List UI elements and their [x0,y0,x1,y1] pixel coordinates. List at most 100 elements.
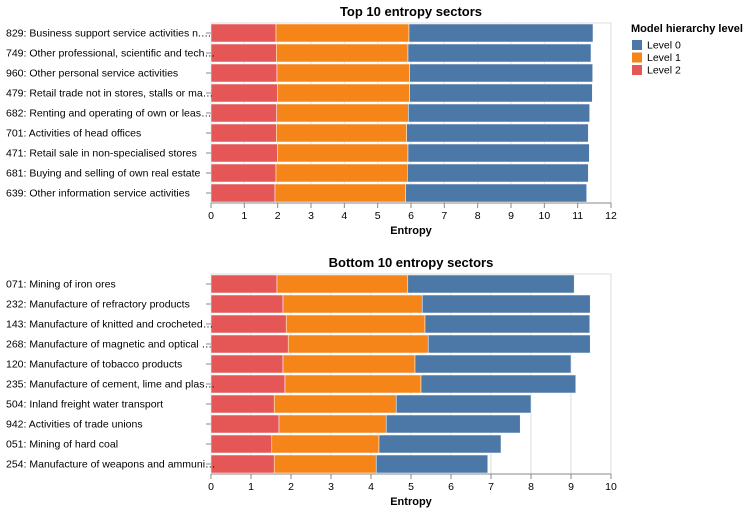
x-tick-label: 12 [605,210,617,222]
bar-segment-level-0 [405,183,587,203]
bar-segment-level-2 [210,394,275,414]
x-tick-label: 8 [475,210,481,222]
bar-segment-level-1 [274,183,406,203]
bar-segment-level-2 [210,434,273,454]
bar-segment-level-1 [275,23,410,43]
legend-label: Level 2 [647,65,681,77]
bar-segment-level-0 [408,23,594,43]
bar-segment-level-1 [275,163,408,183]
bar-segment-level-2 [210,43,277,63]
x-tick-label: 3 [308,210,314,222]
x-tick-label: 7 [488,481,494,493]
bar-segment-level-1 [277,143,409,163]
x-tick-label: 6 [408,210,414,222]
bar-segment-level-1 [284,374,422,394]
x-axis-title: Entropy [390,225,432,237]
y-tick-label: 471: Retail sale in non-specialised stor… [6,148,197,160]
x-tick-label: 0 [208,210,214,222]
x-axis-title: Entropy [390,496,432,508]
bar-segment-level-0 [406,123,589,143]
x-tick-label: 11 [572,210,583,222]
x-tick-label: 10 [605,481,617,493]
bar-segment-level-2 [210,183,276,203]
y-tick-label: 960: Other personal service activities [6,68,178,80]
bar-segment-level-1 [273,454,377,474]
bar-segment-level-0 [407,143,590,163]
bar-segment-level-2 [210,454,275,474]
bar-segment-level-1 [276,123,407,143]
x-tick-label: 9 [568,481,574,493]
y-tick-label: 701: Activities of head offices [6,128,141,140]
x-tick-label: 10 [538,210,550,222]
x-tick-label: 1 [248,481,254,493]
y-tick-label: 829: Business support service activities… [6,28,211,40]
bar-segment-level-2 [210,294,284,314]
bar-segment-level-2 [210,123,277,143]
x-tick-label: 2 [288,481,294,493]
y-tick-label: 749: Other professional, scientific and … [6,48,215,60]
x-tick-label: 2 [275,210,281,222]
bar-segment-level-2 [210,274,278,294]
legend-label: Level 1 [647,52,681,64]
bar-segment-level-1 [276,43,409,63]
x-tick-label: 0 [208,481,214,493]
bar-segment-level-0 [421,294,591,314]
x-tick-label: 5 [408,481,414,493]
bar-segment-level-2 [210,334,289,354]
y-tick-label: 051: Mining of hard coal [6,439,118,451]
bar-segment-level-2 [210,103,277,123]
bar-segment-level-1 [276,103,409,123]
y-tick-label: 143: Manufacture of knitted and crochete… [6,319,213,331]
bar-segment-level-1 [282,354,416,374]
bar-segment-level-0 [407,274,575,294]
y-tick-label: 254: Manufacture of weapons and ammuni… [6,459,216,471]
bar-segment-level-1 [271,434,380,454]
x-tick-label: 4 [341,210,347,222]
bar-segment-level-2 [210,63,278,83]
y-tick-label: 479: Retail trade not in stores, stalls … [6,88,213,100]
bar-segment-level-2 [210,374,286,394]
bar-segment-level-2 [210,83,278,103]
y-tick-label: 682: Renting and operating of own or lea… [6,108,211,120]
legend-label: Level 0 [647,40,681,52]
y-tick-label: 268: Manufacture of magnetic and optical… [6,339,212,351]
legend-swatch [632,52,642,63]
bar-segment-level-1 [277,83,410,103]
bar-segment-level-0 [424,314,591,334]
y-tick-label: 942: Activities of trade unions [6,419,143,431]
y-tick-label: 235: Manufacture of cement, lime and pla… [6,379,215,391]
legend-swatch [632,40,642,50]
bar-segment-level-0 [427,334,591,354]
bar-segment-level-2 [210,163,277,183]
y-tick-label: 681: Buying and selling of own real esta… [6,168,201,180]
y-tick-label: 639: Other information service activitie… [6,188,190,200]
x-tick-label: 8 [528,481,534,493]
bar-segment-level-0 [375,454,489,474]
bar-segment-level-0 [409,63,593,83]
chart-title: Top 10 entropy sectors [340,4,482,19]
bar-segment-level-2 [210,314,287,334]
x-tick-label: 7 [441,210,447,222]
bar-segment-level-0 [378,434,502,454]
bar-segment-level-0 [385,414,521,434]
legend-swatch [632,65,642,75]
x-tick-label: 6 [448,481,454,493]
y-tick-label: 232: Manufacture of refractory products [6,299,190,311]
bar-segment-level-1 [287,334,429,354]
bar-segment-level-1 [273,394,397,414]
x-tick-label: 5 [375,210,381,222]
y-tick-label: 120: Manufacture of tobacco products [6,359,182,371]
bar-segment-level-1 [276,274,409,294]
bar-segment-level-0 [420,374,577,394]
bar-segment-level-0 [409,83,593,103]
bar-segment-level-0 [395,394,532,414]
bar-segment-level-0 [414,354,572,374]
bar-segment-level-2 [210,143,278,163]
chart-title: Bottom 10 entropy sectors [329,255,494,270]
x-tick-label: 9 [508,210,514,222]
y-tick-label: 504: Inland freight water transport [6,399,163,411]
bar-segment-level-0 [407,43,592,63]
bar-segment-level-0 [407,163,589,183]
y-tick-label: 071: Mining of iron ores [6,279,116,291]
